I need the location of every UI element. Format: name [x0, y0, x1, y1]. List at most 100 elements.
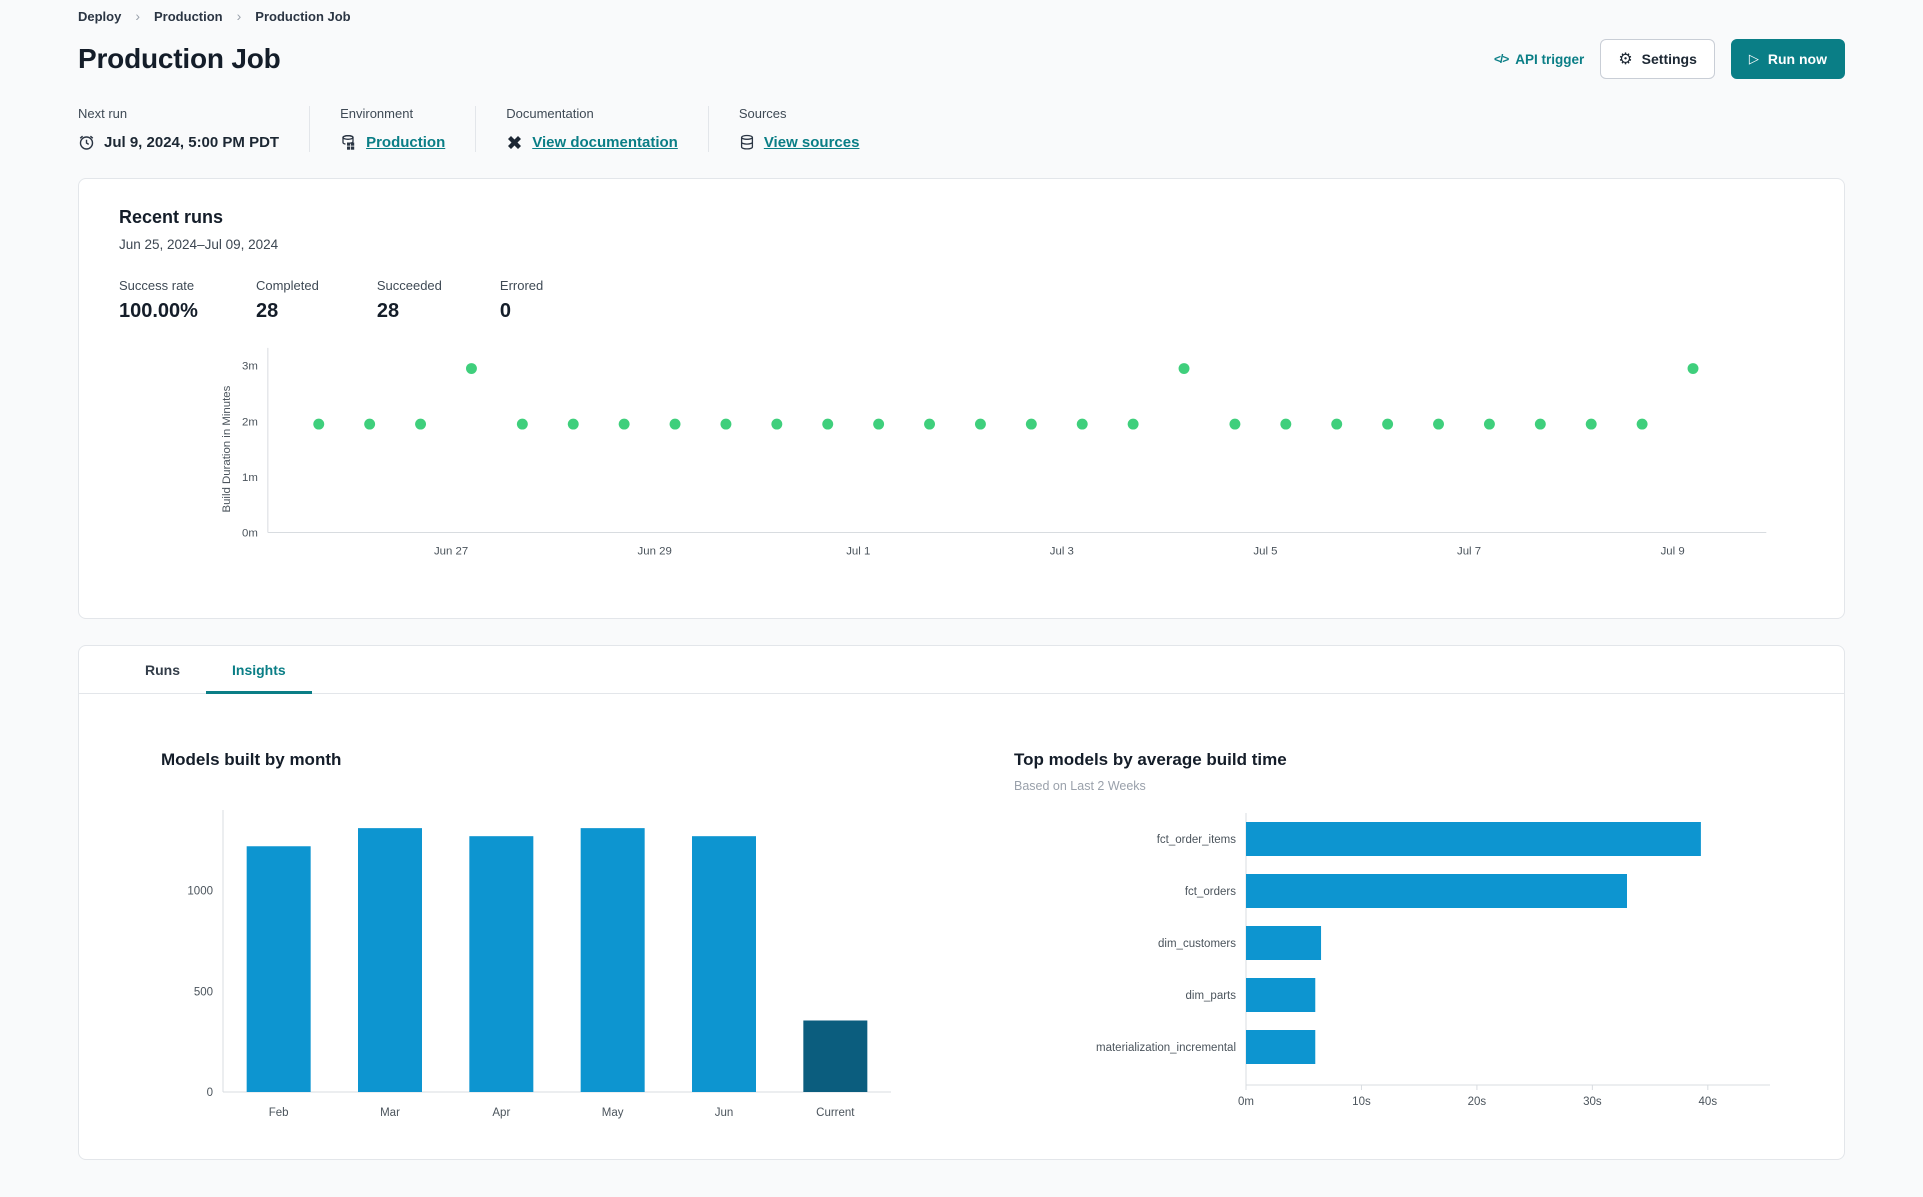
- next-run-label: Next run: [78, 106, 128, 121]
- sources-database-icon: [739, 134, 755, 151]
- x-tick-label: 10s: [1352, 1096, 1371, 1108]
- stat-value: 28: [255, 300, 279, 322]
- x-category-label: May: [602, 1107, 624, 1119]
- recent-runs-card: Recent runs Jun 25, 2024–Jul 09, 2024 Su…: [78, 178, 1845, 619]
- api-trigger-link[interactable]: </> API trigger: [1494, 52, 1584, 67]
- job-info-row: Next run Jul 9, 2024, 5:00 PM PDT Enviro…: [78, 106, 1845, 152]
- view-sources-link[interactable]: View sources: [763, 133, 860, 151]
- run-data-point: [669, 418, 681, 430]
- model-bar: [1246, 1030, 1316, 1064]
- scatter-chart-wrap: 0m 1m 2m 3m Build Duration in Minutes Jun 27 J…: [119, 337, 1804, 594]
- y-tick-label: 0: [207, 1087, 213, 1099]
- view-documentation-link[interactable]: View documentation: [532, 133, 678, 151]
- alarm-clock-icon: [78, 134, 95, 151]
- run-data-point: [313, 418, 325, 430]
- month-bar: [469, 836, 534, 1092]
- breadcrumb-separator-icon: ›: [236, 8, 242, 24]
- breadcrumb-item[interactable]: Deploy: [78, 8, 122, 24]
- run-data-point: [1433, 418, 1444, 430]
- recent-runs-stats: Success rate 100.00% Completed 28 Succeeded 2…: [119, 278, 1804, 323]
- breadcrumb-item[interactable]: Production: [154, 8, 223, 24]
- sources-label: Sources: [738, 106, 787, 121]
- recent-runs-title: Recent runs: [119, 207, 224, 227]
- breadcrumb: Deploy › Production › Production Job: [78, 6, 1845, 24]
- stat-label: Errored: [499, 278, 544, 293]
- model-label: fct_orders: [1185, 886, 1236, 898]
- run-now-button[interactable]: ▷ Run now: [1730, 39, 1845, 79]
- next-run-value: Jul 9, 2024, 5:00 PM PDT: [104, 133, 280, 151]
- breadcrumb-item: Production Job: [255, 8, 351, 24]
- stat-value: 0: [499, 300, 512, 322]
- y-tick-label: 1m: [242, 472, 258, 484]
- model-bar: [1246, 926, 1322, 960]
- insights-charts: Models built by month 0 500 1000 Feb Mar Apr M…: [79, 694, 1844, 1134]
- header-actions: </> API trigger ⚙ Settings ▷ Run now: [1494, 39, 1845, 79]
- x-category-label: Current: [816, 1107, 855, 1119]
- x-category-label: Mar: [380, 1107, 400, 1119]
- stat-value: 28: [376, 300, 400, 322]
- model-label: fct_order_items: [1157, 834, 1237, 846]
- stat-block: Errored 0: [500, 278, 543, 323]
- top-models-subtitle: Based on Last 2 Weeks: [1014, 779, 1146, 793]
- environment-database-icon: [340, 134, 357, 151]
- environment-link[interactable]: Production: [366, 133, 446, 151]
- x-tick-label: 40s: [1699, 1096, 1718, 1108]
- run-data-point: [618, 418, 630, 430]
- month-bar: [692, 836, 756, 1092]
- y-tick-label: 500: [194, 986, 213, 998]
- models-built-title: Models built by month: [161, 750, 342, 769]
- x-category-label: Feb: [269, 1107, 289, 1119]
- environment-label: Environment: [340, 106, 414, 121]
- settings-label: Settings: [1641, 51, 1697, 67]
- documentation-value-row: View documentation: [506, 132, 678, 152]
- run-data-point: [1331, 418, 1343, 430]
- y-tick-label: 2m: [242, 416, 258, 428]
- x-tick-label: 0m: [1238, 1096, 1254, 1108]
- model-label: dim_customers: [1158, 938, 1236, 950]
- tab-runs[interactable]: Runs: [145, 662, 180, 678]
- x-tick-label: 30s: [1583, 1096, 1602, 1108]
- models-built-panel: Models built by month 0 500 1000 Feb Mar Apr M…: [161, 750, 891, 1134]
- y-tick-label: 1000: [187, 886, 213, 898]
- run-data-point: [974, 418, 986, 430]
- environment-value-row: Production: [340, 132, 445, 152]
- play-icon: ▷: [1748, 51, 1759, 67]
- info-environment: Environment Production: [340, 106, 477, 152]
- run-data-point: [1382, 418, 1394, 430]
- model-bar: [1246, 874, 1627, 908]
- run-data-point: [364, 418, 376, 430]
- stat-label: Completed: [255, 278, 319, 293]
- stat-label: Success rate: [119, 278, 195, 293]
- run-data-point: [1687, 363, 1699, 374]
- model-label: materialization_incremental: [1096, 1042, 1236, 1054]
- x-tick-label: Jun 29: [638, 545, 672, 557]
- top-models-panel: Top models by average build time Based o…: [1014, 750, 1776, 1134]
- run-data-point: [415, 418, 427, 430]
- stat-block: Succeeded 28: [377, 278, 442, 323]
- y-tick-label: 3m: [242, 361, 258, 373]
- job-detail-card: Runs Insights Models built by month 0 500 1…: [78, 645, 1845, 1160]
- gear-icon: ⚙: [1618, 49, 1633, 68]
- code-icon: </>: [1493, 52, 1509, 66]
- stat-value: 100.00%: [119, 300, 198, 322]
- run-data-point: [1636, 418, 1648, 430]
- run-data-point: [822, 418, 834, 430]
- run-data-point: [1483, 418, 1495, 430]
- run-data-point: [924, 418, 935, 430]
- run-now-label: Run now: [1767, 51, 1827, 67]
- stat-label: Succeeded: [376, 278, 442, 293]
- x-tick-label: Jun 27: [434, 545, 468, 557]
- top-models-title: Top models by average build time: [1014, 750, 1287, 769]
- x-tick-label: Jul 3: [1050, 545, 1074, 557]
- settings-button[interactable]: ⚙ Settings: [1600, 39, 1715, 79]
- run-data-point: [465, 363, 477, 374]
- tab-insights[interactable]: Insights: [206, 646, 312, 694]
- info-sources: Sources View sources: [739, 106, 890, 152]
- x-tick-label: Jul 5: [1253, 545, 1277, 557]
- x-category-label: Apr: [492, 1107, 510, 1119]
- stat-block: Completed 28: [256, 278, 319, 323]
- y-tick-label: 0m: [242, 527, 258, 539]
- month-bar: [358, 828, 422, 1092]
- run-data-point: [1229, 418, 1241, 430]
- x-tick-label: Jul 9: [1661, 545, 1685, 557]
